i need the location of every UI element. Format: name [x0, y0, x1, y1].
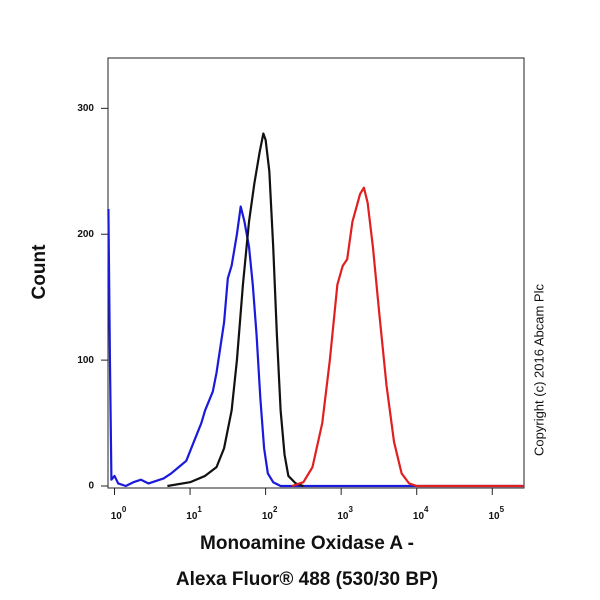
- x-axis-label: Alexa Fluor® 488 (530/30 BP): [176, 569, 438, 590]
- copyright: Copyright (c) 2016 Abcam Plc: [531, 284, 546, 456]
- tick-base: 10: [262, 511, 274, 522]
- tick-base: 10: [413, 511, 425, 522]
- tick-base: 10: [488, 511, 500, 522]
- x-tick-label: 104: [413, 505, 429, 522]
- x-tick-label: 100: [111, 505, 127, 522]
- histogram-line: [107, 205, 523, 488]
- plot-frame: [107, 57, 525, 489]
- tick-exponent: 4: [424, 505, 429, 514]
- histogram-line: [167, 132, 304, 488]
- histogram-line: [291, 186, 524, 488]
- tick-base: 10: [111, 511, 123, 522]
- tick-exponent: 0: [122, 505, 127, 514]
- x-tick-label: 103: [337, 505, 353, 522]
- tick-exponent: 3: [349, 505, 354, 514]
- tick-exponent: 5: [500, 505, 505, 514]
- x-axis-label: Monoamine Oxidase A -: [200, 533, 414, 554]
- y-tick-label: 0: [88, 481, 94, 492]
- y-tick-label: 200: [77, 229, 94, 240]
- y-tick-label: 100: [77, 355, 94, 366]
- tick-exponent: 2: [273, 505, 278, 514]
- y-tick-label: 300: [77, 103, 94, 114]
- x-tick-label: 101: [186, 505, 202, 522]
- tick-exponent: 1: [197, 505, 202, 514]
- y-axis-label: Count: [29, 244, 50, 300]
- x-tick-label: 102: [262, 505, 278, 522]
- tick-base: 10: [337, 511, 349, 522]
- tick-base: 10: [186, 511, 198, 522]
- x-tick-label: 105: [488, 505, 504, 522]
